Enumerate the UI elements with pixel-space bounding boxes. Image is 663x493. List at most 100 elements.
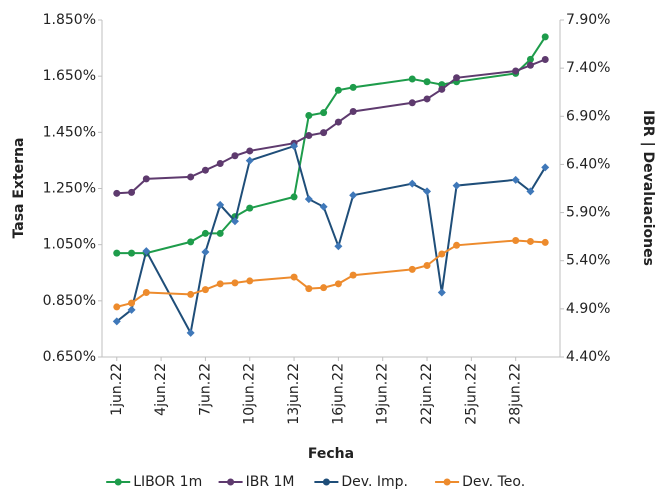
marker [349, 83, 357, 91]
marker [304, 195, 313, 204]
y2-tick-label: 7.90% [566, 12, 610, 28]
marker [128, 249, 136, 257]
y2-tick-label: 5.90% [566, 205, 610, 221]
marker [541, 33, 549, 41]
marker [453, 74, 461, 82]
marker [423, 262, 431, 270]
marker [246, 147, 254, 155]
marker [187, 238, 195, 246]
y-axis-title: Tasa Externa [11, 138, 27, 239]
marker [187, 173, 195, 181]
marker [290, 142, 299, 151]
y-tick-label: 1.850% [43, 12, 96, 28]
marker [526, 187, 535, 196]
x-tick-label: 7jun.22 [197, 363, 213, 416]
marker [437, 288, 446, 297]
marker [320, 109, 328, 117]
marker [423, 95, 431, 103]
marker [334, 280, 342, 288]
marker [512, 67, 520, 75]
legend-item: IBR 1M [218, 474, 295, 490]
series-line [116, 58, 546, 195]
x-tick-label: 4jun.22 [153, 363, 169, 416]
x-tick-label: 16jun.22 [330, 363, 346, 425]
x-axis-title: Fecha [308, 446, 354, 462]
marker [246, 204, 254, 212]
marker [113, 189, 121, 197]
marker [349, 107, 357, 115]
marker [187, 290, 195, 298]
marker [128, 188, 136, 196]
marker [201, 229, 209, 237]
y-tick-label: 1.650% [43, 68, 96, 84]
marker [112, 317, 121, 326]
marker [305, 111, 313, 119]
marker [408, 179, 417, 188]
marker [216, 200, 225, 209]
marker [438, 250, 446, 258]
y-tick-label: 1.250% [43, 181, 96, 197]
legend-item: Dev. Imp. [314, 474, 408, 490]
series-line [116, 36, 547, 255]
marker [541, 55, 549, 63]
legend-label: LIBOR 1m [133, 474, 202, 490]
legend-label: Dev. Teo. [462, 474, 525, 490]
y2-tick-label: 6.40% [566, 156, 610, 172]
marker [408, 99, 416, 107]
marker [334, 242, 343, 251]
y2-tick-label: 7.40% [566, 60, 610, 76]
legend-item: Dev. Teo. [435, 474, 525, 490]
marker [423, 187, 432, 196]
marker [319, 202, 328, 211]
marker [305, 285, 313, 293]
y2-tick-label: 4.40% [566, 349, 610, 365]
x-tick-label: 22jun.22 [419, 363, 435, 425]
series-line [116, 144, 547, 336]
marker [216, 280, 224, 288]
marker [453, 241, 461, 249]
y-tick-label: 1.050% [43, 237, 96, 253]
marker [349, 271, 357, 279]
marker [201, 166, 209, 174]
marker [127, 305, 136, 314]
marker [246, 277, 254, 285]
y-tick-label: 0.650% [43, 349, 96, 365]
marker [113, 249, 121, 257]
marker [231, 152, 239, 160]
legend-label: IBR 1M [246, 474, 295, 490]
marker [113, 303, 121, 311]
marker [408, 265, 416, 273]
marker [201, 286, 209, 294]
series-line [116, 239, 546, 308]
marker [512, 236, 520, 244]
y2-axis-title: IBR | Devaluaciones [640, 110, 656, 266]
marker [230, 217, 239, 226]
y2-tick-label: 6.90% [566, 108, 610, 124]
y-tick-label: 1.450% [43, 124, 96, 140]
marker [216, 229, 224, 237]
marker [320, 129, 328, 137]
y2-tick-label: 4.90% [566, 301, 610, 317]
marker [541, 238, 549, 246]
marker [423, 78, 431, 86]
marker [334, 86, 342, 94]
marker [290, 193, 298, 201]
legend-item: LIBOR 1m [106, 474, 202, 490]
marker [526, 55, 534, 63]
legend-marker [114, 478, 122, 486]
marker [438, 85, 446, 93]
legend-marker [443, 478, 451, 486]
x-tick-label: 1jun.22 [109, 363, 125, 416]
marker [290, 273, 298, 281]
marker [142, 175, 150, 183]
marker [142, 288, 150, 296]
marker [128, 299, 136, 307]
marker [245, 156, 254, 165]
x-tick-label: 10jun.22 [242, 363, 258, 425]
x-tick-label: 13jun.22 [286, 363, 302, 425]
legend-marker [322, 478, 330, 486]
y2-tick-label: 5.40% [566, 253, 610, 269]
marker [186, 328, 195, 337]
marker [305, 132, 313, 140]
